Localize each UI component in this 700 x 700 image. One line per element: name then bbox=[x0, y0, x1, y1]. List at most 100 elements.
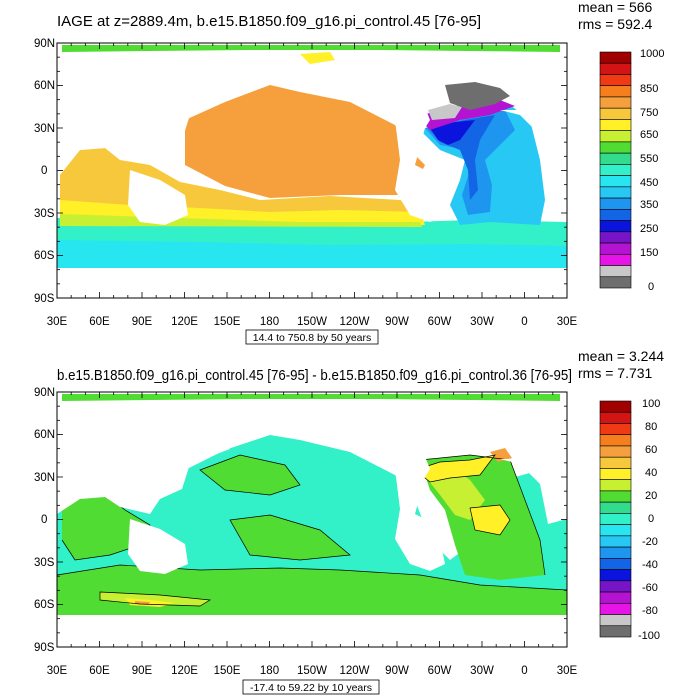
lat-label: 30S bbox=[34, 208, 55, 220]
lat-label: 60S bbox=[34, 599, 55, 611]
p2-green-pacific-w bbox=[200, 455, 300, 495]
panel-1-range-label: 14.4 to 750.8 by 50 years bbox=[253, 332, 372, 344]
colorbar-label: 850 bbox=[640, 83, 658, 95]
panel-1-rms: rms = 592.4 bbox=[578, 16, 653, 32]
colorbar-swatch bbox=[599, 175, 632, 188]
lon-label: 180 bbox=[260, 665, 279, 677]
colorbar-swatch bbox=[599, 434, 632, 447]
colorbar-swatch bbox=[599, 625, 632, 638]
colorbar-label: 1000 bbox=[640, 48, 664, 60]
colorbar-swatch bbox=[599, 456, 632, 469]
colorbar-swatch bbox=[599, 468, 632, 480]
panel-1-colorbar: 1000 850 750 650 550 450 350 250 150 0 bbox=[599, 48, 664, 293]
lon-label: 60E bbox=[89, 316, 110, 328]
panel-1-range-box bbox=[245, 329, 379, 345]
colorbar-swatch bbox=[599, 74, 632, 87]
colorbar-label: 60 bbox=[645, 444, 657, 456]
p2-land bbox=[57, 404, 567, 647]
lat-label: 90S bbox=[34, 642, 55, 654]
colorbar-label: 650 bbox=[640, 129, 658, 141]
lat-label: 90N bbox=[34, 387, 55, 399]
lat-label: 30N bbox=[34, 472, 55, 484]
panel-2-colorbar: 100 80 60 40 20 0 -20 -40 -60 -80 -100 bbox=[599, 398, 660, 642]
lon-label: 90E bbox=[132, 665, 153, 677]
p1-nordic-dark bbox=[445, 82, 510, 110]
panel-1-ticks bbox=[56, 42, 568, 299]
colorbar-swatch bbox=[599, 479, 632, 492]
colorbar-label: -60 bbox=[642, 582, 658, 594]
p2-yellow-atlantic bbox=[470, 505, 510, 535]
panel-2-mean: mean = 3.244 bbox=[578, 348, 664, 364]
p2-green-indian bbox=[62, 490, 150, 560]
lat-label: 90N bbox=[34, 38, 55, 50]
lon-label: 30E bbox=[47, 665, 68, 677]
lon-label: 30E bbox=[557, 665, 578, 677]
panel-2: b.e15.B1850.f09_g16.pi_control.45 [76-95… bbox=[34, 348, 664, 695]
lon-label: 180 bbox=[260, 316, 279, 328]
colorbar-swatch bbox=[599, 580, 632, 593]
colorbar-swatch bbox=[599, 85, 632, 98]
colorbar-label: 100 bbox=[642, 398, 660, 410]
panel-1-map-field bbox=[57, 43, 567, 298]
colorbar-swatch bbox=[599, 513, 632, 525]
p1-land bbox=[57, 55, 567, 298]
colorbar-swatch bbox=[599, 569, 632, 582]
p1-labrador-purple bbox=[418, 100, 515, 130]
lat-label: 30S bbox=[34, 557, 55, 569]
lon-label: 60W bbox=[428, 665, 452, 677]
lon-label: 0 bbox=[521, 316, 527, 328]
colorbar-swatch bbox=[599, 602, 632, 615]
colorbar-label: -100 bbox=[638, 630, 660, 642]
lon-label: 120W bbox=[339, 316, 369, 328]
colorbar-label: -80 bbox=[642, 605, 658, 617]
p1-nordic-gray bbox=[428, 104, 462, 120]
panel-2-lon-labels: 30E 60E 90E 120E 150E 180 150W 120W 90W … bbox=[47, 665, 578, 677]
colorbar-label: 0 bbox=[648, 281, 654, 293]
lon-label: 30W bbox=[470, 665, 494, 677]
panel-1-lat-labels: 90N 60N 30N 0 30S 60S 90S bbox=[34, 38, 55, 305]
colorbar-swatch bbox=[599, 51, 632, 64]
p1-southern-band-edge bbox=[57, 240, 567, 268]
lat-label: 0 bbox=[41, 514, 47, 526]
panel-2-map-field bbox=[57, 392, 567, 647]
panel-1: IAGE at z=2889.4m, b.e15.B1850.f09_g16.p… bbox=[34, 0, 664, 345]
panel-1-mean: mean = 566 bbox=[578, 0, 653, 15]
panel-1-lon-labels: 30E 60E 90E 120E 150E 180 150W 120W 90W … bbox=[47, 316, 578, 328]
lon-label: 90E bbox=[132, 316, 153, 328]
colorbar-swatch bbox=[599, 558, 632, 570]
lat-label: 60N bbox=[34, 80, 55, 92]
lon-label: 30W bbox=[470, 316, 494, 328]
colorbar-swatch bbox=[599, 400, 632, 413]
lon-label: 150W bbox=[297, 665, 327, 677]
colorbar-swatch bbox=[599, 614, 632, 627]
colorbar-swatch bbox=[599, 231, 632, 244]
panel-2-lat-labels: 90N 60N 30N 0 30S 60S 90S bbox=[34, 387, 55, 654]
lat-label: 60N bbox=[34, 429, 55, 441]
colorbar-label: 40 bbox=[645, 467, 657, 479]
lon-label: 90W bbox=[385, 316, 409, 328]
panel-1-colorbar-labels: 1000 850 750 650 550 450 350 250 150 0 bbox=[640, 48, 664, 293]
colorbar-label: 0 bbox=[648, 513, 654, 525]
colorbar-label: 550 bbox=[640, 153, 658, 165]
colorbar-swatch bbox=[599, 152, 632, 165]
colorbar-label: 450 bbox=[640, 177, 658, 189]
colorbar-swatch bbox=[599, 535, 632, 548]
colorbar-swatch bbox=[599, 445, 632, 458]
panel-2-title: b.e15.B1850.f09_g16.pi_control.45 [76-95… bbox=[57, 367, 572, 384]
lon-label: 120E bbox=[171, 316, 198, 328]
lat-label: 90S bbox=[34, 293, 55, 305]
p2-arctic-strip bbox=[62, 394, 560, 401]
colorbar-swatch bbox=[599, 119, 632, 131]
colorbar-swatch bbox=[599, 242, 632, 255]
colorbar-swatch bbox=[599, 130, 632, 143]
lon-label: 0 bbox=[521, 665, 527, 677]
panel-2-rms: rms = 7.731 bbox=[578, 365, 653, 381]
panel-1-title: IAGE at z=2889.4m, b.e15.B1850.f09_g16.p… bbox=[57, 13, 481, 30]
colorbar-label: 20 bbox=[645, 490, 657, 502]
lon-label: 90W bbox=[385, 665, 409, 677]
colorbar-swatch bbox=[599, 220, 632, 233]
lon-label: 150W bbox=[297, 316, 327, 328]
lon-label: 30E bbox=[557, 316, 578, 328]
colorbar-swatch bbox=[599, 265, 632, 278]
